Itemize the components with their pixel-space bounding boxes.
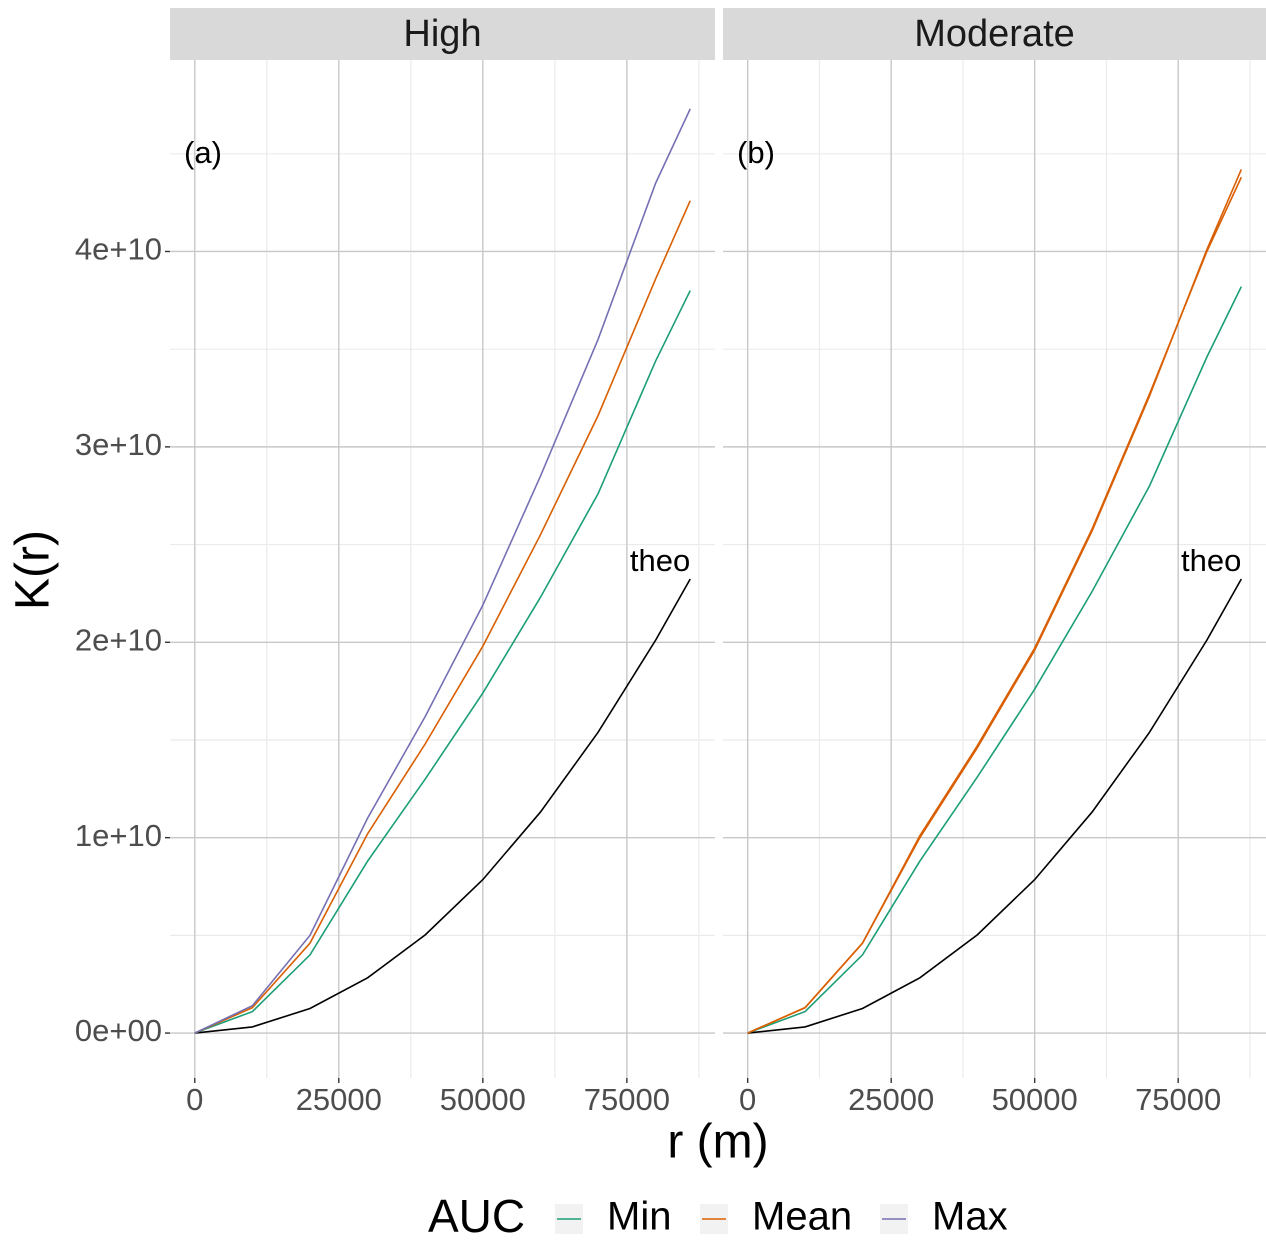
- x-tick-label: 75000: [1135, 1082, 1221, 1117]
- x-axis-title: r (m): [667, 1116, 768, 1169]
- x-tick-label: 0: [186, 1082, 203, 1117]
- series-line: [747, 169, 1243, 1034]
- y-tick-label: 0e+00: [75, 1013, 162, 1048]
- y-axis-title: K(r): [7, 530, 60, 610]
- x-tick-label: 0: [739, 1082, 756, 1117]
- theo-line: [747, 578, 1243, 1034]
- series-line: [194, 108, 691, 1034]
- legend-label: Min: [607, 1195, 671, 1239]
- strip: [170, 8, 715, 60]
- x-tick-label: 25000: [848, 1082, 934, 1117]
- legend-label: Mean: [752, 1195, 852, 1239]
- strip-label: High: [403, 13, 481, 55]
- y-tick-label: 4e+10: [75, 232, 162, 267]
- panel-annotation: (b): [737, 135, 775, 170]
- x-tick-label: 75000: [584, 1082, 670, 1117]
- x-tick-label: 50000: [992, 1082, 1078, 1117]
- panel-annotation: (a): [184, 135, 222, 170]
- y-tick-label: 1e+10: [75, 818, 162, 853]
- strip: [723, 8, 1266, 60]
- x-tick-label: 25000: [296, 1082, 382, 1117]
- theo-label: theo: [1181, 543, 1241, 578]
- y-tick-label: 2e+10: [75, 622, 162, 657]
- y-tick-label: 3e+10: [75, 427, 162, 462]
- strip-label: Moderate: [914, 13, 1075, 55]
- legend-title: AUC: [428, 1190, 525, 1242]
- series-line: [747, 286, 1243, 1034]
- theo-line: [194, 578, 691, 1034]
- theo-label: theo: [630, 543, 690, 578]
- series-line: [747, 176, 1243, 1034]
- series-line: [194, 290, 691, 1034]
- series-line: [194, 200, 691, 1034]
- x-tick-label: 50000: [440, 1082, 526, 1117]
- legend-label: Max: [932, 1195, 1008, 1239]
